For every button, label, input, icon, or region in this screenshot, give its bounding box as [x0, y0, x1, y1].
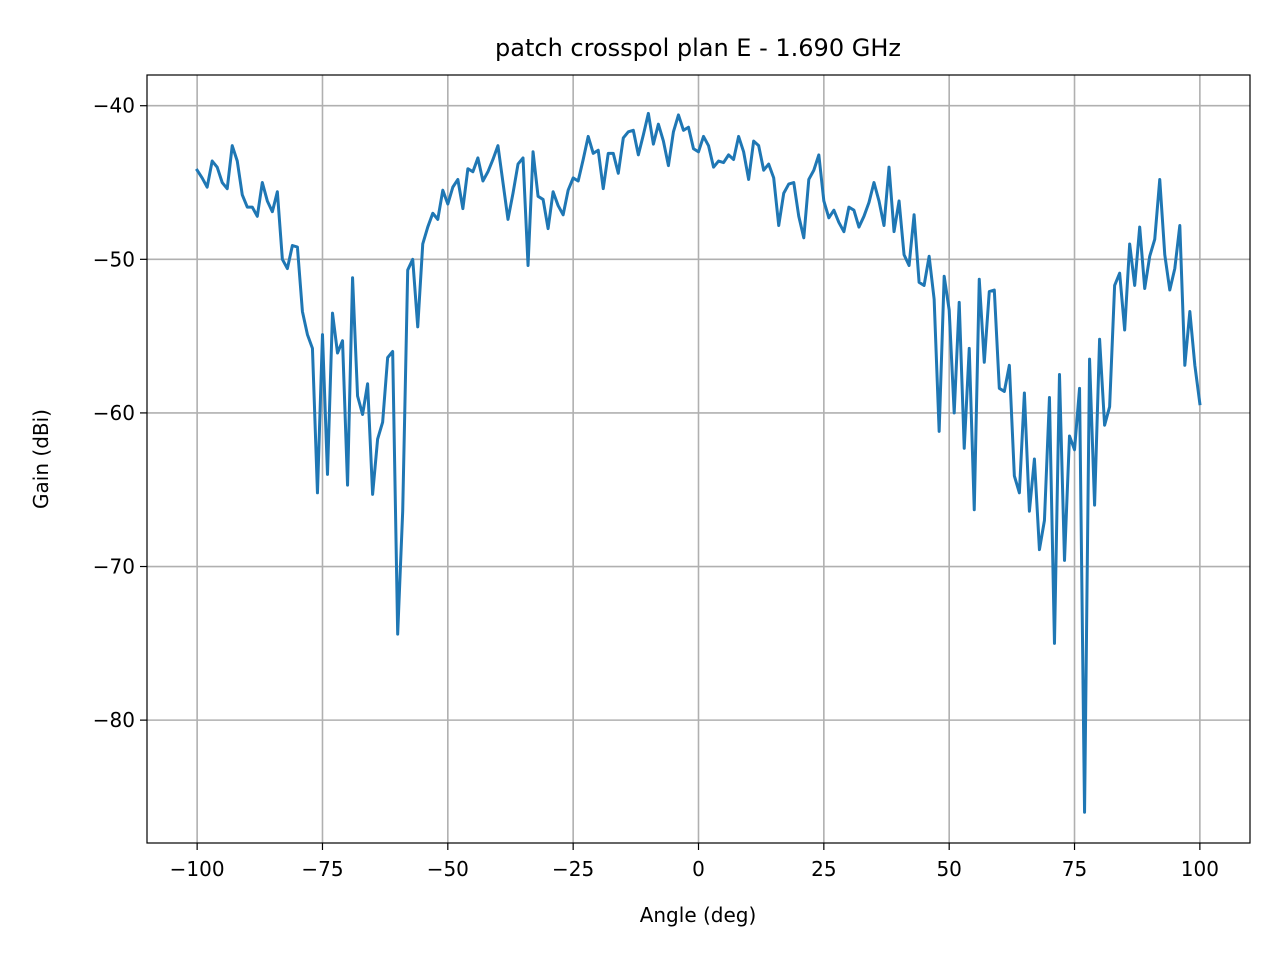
x-tick-label: 75 [1062, 857, 1087, 881]
x-tick-label: −75 [301, 857, 343, 881]
chart-title: patch crosspol plan E - 1.690 GHz [495, 34, 901, 62]
x-tick-label: 0 [692, 857, 705, 881]
y-tick-label: −40 [93, 94, 135, 118]
x-tick-label: 100 [1181, 857, 1219, 881]
series-line [195, 111, 1202, 814]
y-tick-label: −80 [93, 708, 135, 732]
y-axis-label: Gain (dBi) [29, 409, 53, 509]
y-tick-label: −60 [93, 401, 135, 425]
y-tick-label: −70 [93, 555, 135, 579]
x-axis: −100 −75 −50 −25 0 25 50 75 100 [170, 843, 1219, 881]
x-tick-label: −25 [552, 857, 594, 881]
y-tick-label: −50 [93, 247, 135, 271]
x-tick-label: −100 [170, 857, 225, 881]
x-axis-label: Angle (deg) [640, 903, 757, 927]
x-tick-label: 25 [811, 857, 836, 881]
x-tick-label: −50 [427, 857, 469, 881]
series-group [195, 111, 1202, 814]
x-tick-label: 50 [936, 857, 961, 881]
y-axis: −40 −50 −60 −70 −80 [93, 94, 147, 732]
